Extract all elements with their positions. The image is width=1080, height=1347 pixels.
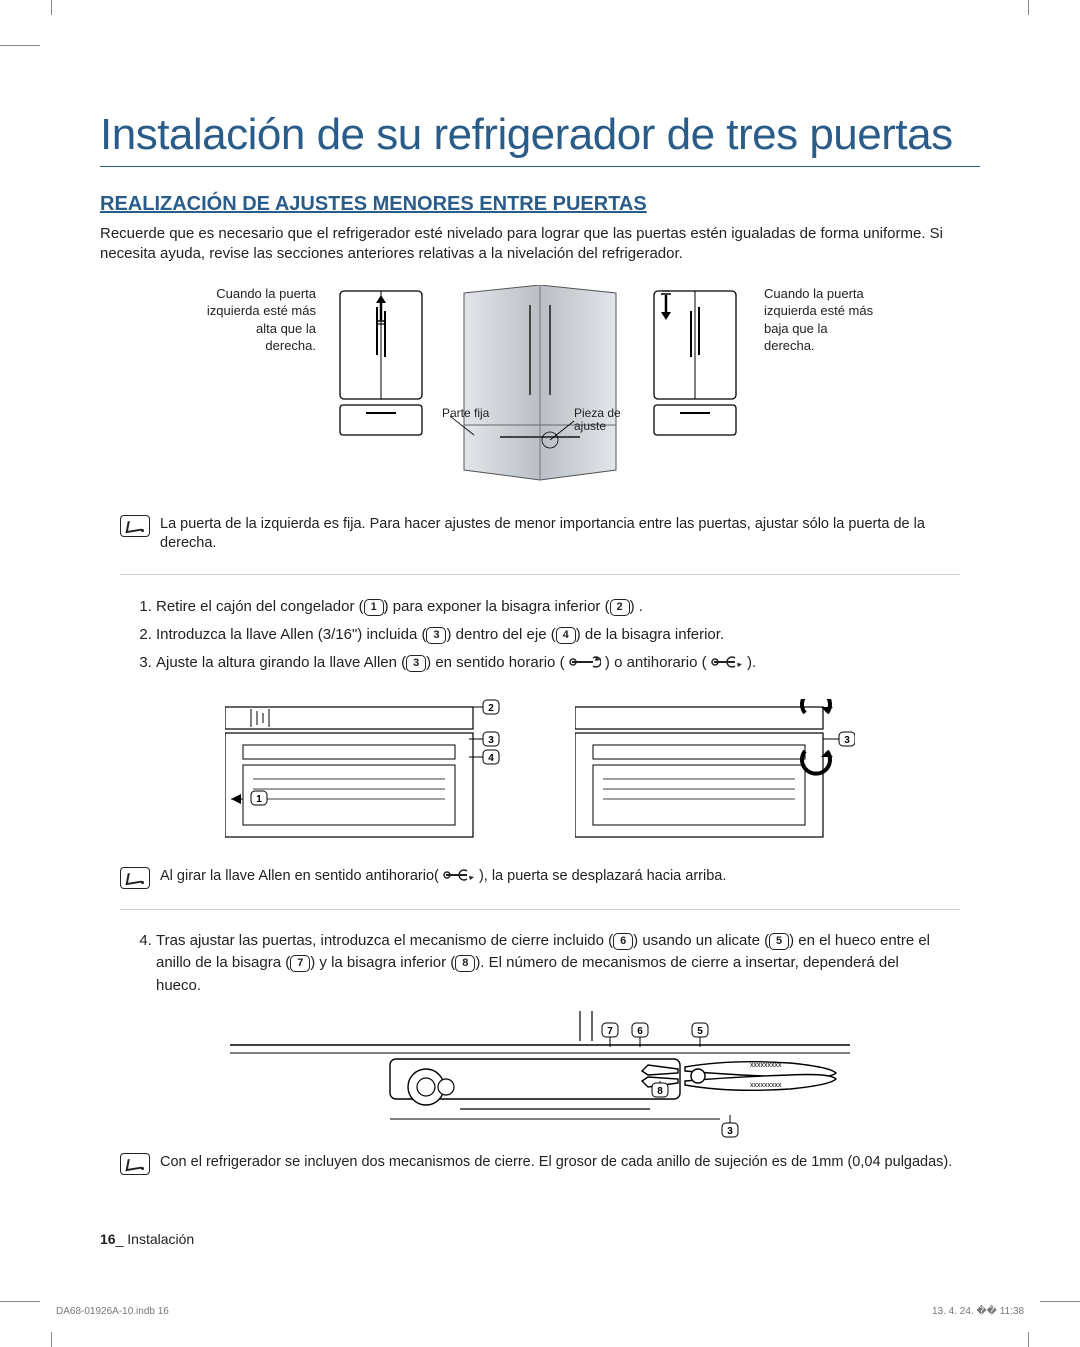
- section-title: REALIZACIÓN DE AJUSTES MENORES ENTRE PUE…: [100, 193, 980, 216]
- hinge-diagrams-row: 2 3 4 1 3: [100, 699, 980, 849]
- callout-1: 1: [364, 599, 384, 616]
- callout-3: 3: [426, 627, 446, 644]
- note-icon: [120, 867, 150, 889]
- note-1: La puerta de la izquierda es fija. Para …: [120, 509, 960, 564]
- callout-3b: 3: [406, 655, 426, 672]
- left-fridge-label: Cuando la puerta izquierda esté más alta…: [206, 285, 316, 355]
- svg-text:2: 2: [488, 703, 494, 714]
- svg-text:8: 8: [657, 1086, 663, 1097]
- page-footer: 16_ Instalación: [100, 1231, 194, 1247]
- callout-2: 2: [610, 599, 630, 616]
- divider-2: [120, 909, 960, 910]
- note-icon: [120, 1153, 150, 1175]
- callout-7: 7: [290, 955, 310, 972]
- note-icon: [120, 515, 150, 537]
- note-2: Al girar la llave Allen en sentido antih…: [120, 861, 960, 899]
- doc-meta-left: DA68-01926A-10.indb 16: [56, 1306, 169, 1317]
- callout-8: 8: [455, 955, 475, 972]
- step-4: Tras ajustar las puertas, introduzca el …: [156, 930, 946, 998]
- note-2-text: Al girar la llave Allen en sentido antih…: [160, 867, 726, 887]
- callout-5: 5: [769, 933, 789, 950]
- callout-6: 6: [613, 933, 633, 950]
- step-4-list: Tras ajustar las puertas, introduzca el …: [134, 930, 946, 998]
- fridge-right-svg: [642, 285, 752, 445]
- steps-list: Retire el cajón del congelador (1) para …: [134, 595, 946, 675]
- right-fridge-label: Cuando la puerta izquierda esté más baja…: [764, 285, 874, 355]
- fridge-center-figure: Parte fija Pieza de ajuste: [450, 285, 630, 485]
- pieza-ajuste-label: Pieza de ajuste: [574, 407, 632, 435]
- step-3: Ajuste la altura girando la llave Allen …: [156, 651, 946, 675]
- wrench-cw-icon: [569, 655, 601, 669]
- wrench-ccw-icon: [711, 655, 743, 669]
- svg-text:5: 5: [697, 1026, 703, 1037]
- hinge-diagram-right: 3: [575, 699, 855, 849]
- doc-meta-right: 13. 4. 24. �� 11:38: [932, 1306, 1024, 1317]
- svg-text:1: 1: [256, 794, 262, 805]
- svg-text:3: 3: [844, 735, 850, 746]
- step-1: Retire el cajón del congelador (1) para …: [156, 595, 946, 619]
- note-1-text: La puerta de la izquierda es fija. Para …: [160, 515, 960, 554]
- callout-4: 4: [556, 627, 576, 644]
- step-2: Introduzca la llave Allen (3/16") inclui…: [156, 623, 946, 647]
- note-3-text: Con el refrigerador se incluyen dos meca…: [160, 1153, 952, 1173]
- svg-text:xxxxxxxxx: xxxxxxxxx: [750, 1062, 782, 1069]
- svg-text:3: 3: [727, 1126, 733, 1137]
- wrench-ccw-icon: [443, 868, 475, 882]
- main-title: Instalación de su refrigerador de tres p…: [100, 110, 980, 167]
- svg-text:6: 6: [637, 1026, 643, 1037]
- divider-1: [120, 574, 960, 575]
- parte-fija-label: Parte fija: [442, 406, 489, 420]
- fridge-left-svg: [328, 285, 438, 445]
- hinge-diagram-left: 2 3 4 1: [225, 699, 505, 849]
- intro-paragraph: Recuerde que es necesario que el refrige…: [100, 224, 980, 265]
- pliers-hinge-diagram: xxxxxxxxx xxxxxxxxx 7 6 5 8 3: [230, 1011, 850, 1141]
- note-3: Con el refrigerador se incluyen dos meca…: [120, 1147, 960, 1185]
- page-content: Instalación de su refrigerador de tres p…: [100, 110, 980, 1267]
- svg-text:7: 7: [607, 1026, 613, 1037]
- svg-text:xxxxxxxxx: xxxxxxxxx: [750, 1082, 782, 1089]
- svg-text:3: 3: [488, 735, 494, 746]
- svg-text:4: 4: [488, 753, 494, 764]
- fridges-figure-row: Cuando la puerta izquierda esté más alta…: [100, 285, 980, 485]
